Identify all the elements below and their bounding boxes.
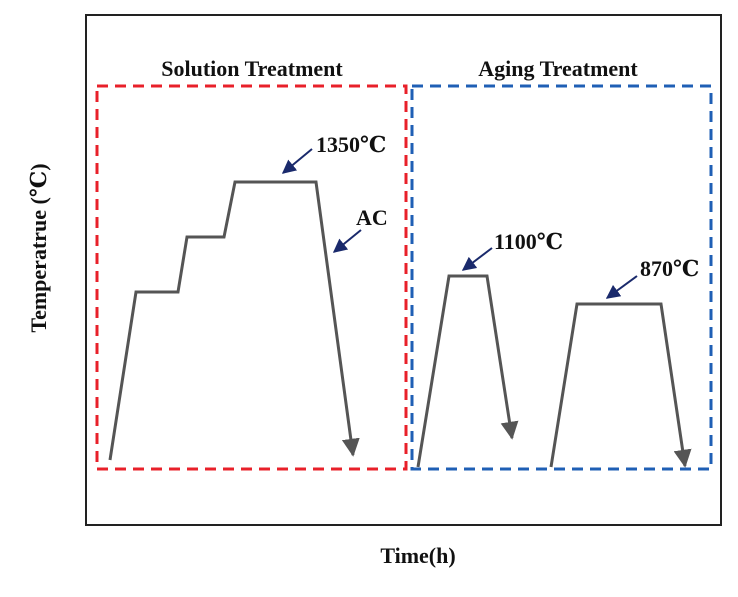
aging-stage1-curve: [416, 274, 519, 468]
aging-stage2-curve: [549, 302, 692, 468]
label-870: 870℃: [640, 256, 699, 281]
label-1350: 1350℃: [316, 132, 386, 157]
x-axis-label: Time(h): [380, 543, 455, 568]
y-axis-label: Temperatrue (℃): [26, 163, 51, 332]
label-1100: 1100℃: [494, 229, 563, 254]
plot-frame: [85, 14, 722, 526]
annotation-arrow-ac: [332, 229, 362, 253]
label-ac: AC: [356, 205, 388, 230]
annotation-arrow-1350: [281, 148, 313, 174]
aging-treatment-title: Aging Treatment: [478, 56, 638, 81]
annotation-arrow-870: [605, 275, 638, 299]
solution-treatment-curve: [108, 180, 360, 461]
solution-treatment-title: Solution Treatment: [161, 56, 343, 81]
solution-treatment-region: [95, 84, 408, 471]
annotation-arrow-1100: [461, 247, 493, 271]
aging-treatment-region: [410, 84, 713, 471]
